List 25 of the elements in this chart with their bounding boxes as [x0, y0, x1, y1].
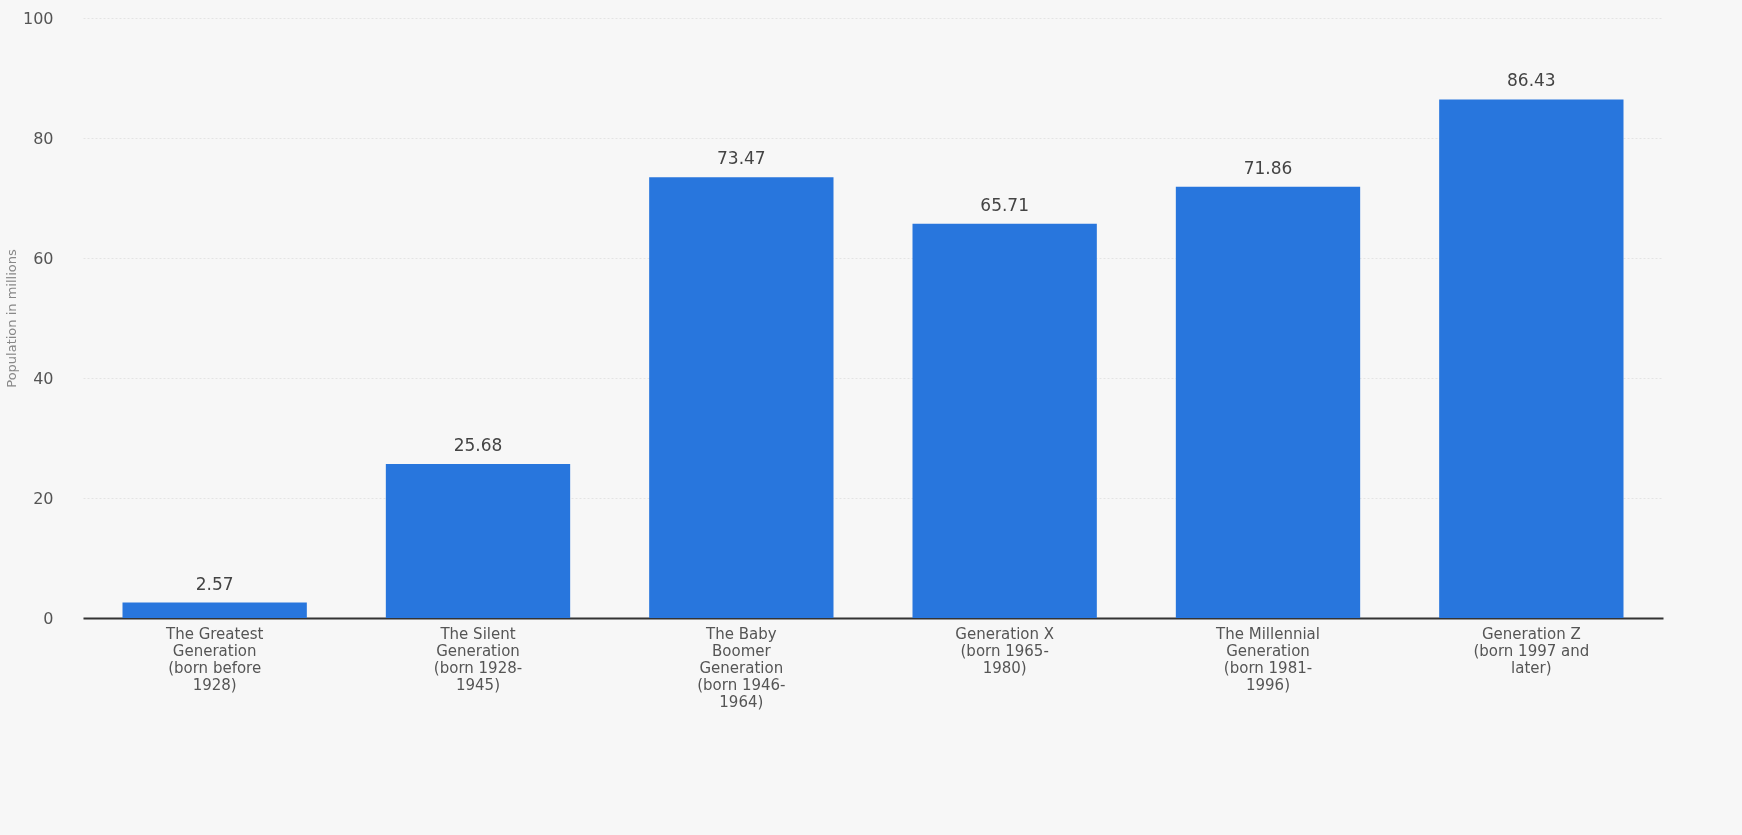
data-label: 71.86 — [1243, 157, 1293, 178]
x-tick-label: The Greatest Generation (born before 1928) — [164, 624, 264, 694]
bar — [122, 602, 307, 618]
bar — [385, 463, 571, 618]
x-tick-label: Generation X (born 1965- 1980) — [955, 624, 1055, 677]
y-tick-label: 0 — [43, 608, 54, 628]
x-tick-label: The Baby Boomer Generation (born 1946- 1964) — [697, 624, 786, 711]
bar — [912, 223, 1097, 618]
x-tick-label: Generation Z (born 1997 and later) — [1473, 624, 1590, 677]
data-label: 65.71 — [980, 194, 1029, 215]
bar — [1175, 186, 1361, 618]
data-label: 25.68 — [453, 434, 503, 455]
y-tick-label: 60 — [33, 248, 54, 268]
data-label: 86.43 — [1507, 70, 1556, 91]
y-tick-label: 40 — [33, 368, 54, 388]
data-label: 73.47 — [717, 148, 766, 169]
data-label: 2.57 — [195, 573, 234, 594]
x-tick-label: The Silent Generation (born 1928- 1945) — [433, 624, 523, 694]
y-tick-label: 20 — [33, 488, 54, 508]
y-tick-label: 100 — [22, 8, 54, 28]
y-tick-label: 80 — [33, 128, 54, 148]
bar — [1439, 99, 1624, 618]
bar — [649, 177, 834, 618]
y-axis-title: Population in millions — [3, 249, 19, 388]
x-tick-label: The Millennial Generation (born 1981- 1996) — [1215, 624, 1320, 694]
